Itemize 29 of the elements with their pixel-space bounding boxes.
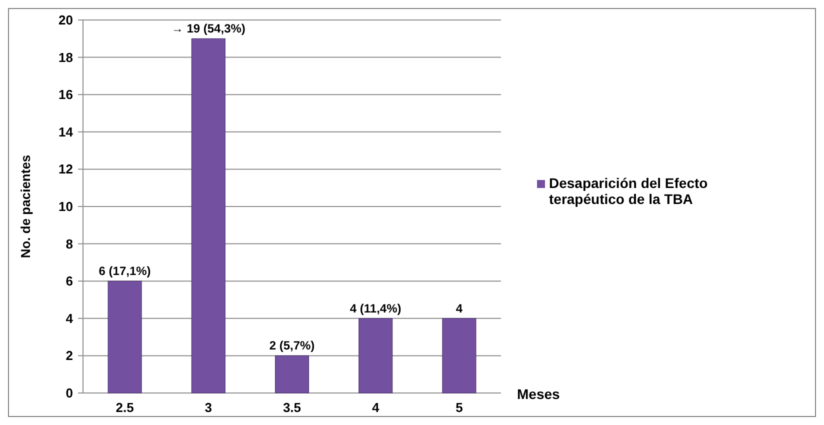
y-tick-label: 10 [58,199,73,214]
legend-label: Desaparición del Efecto terapéutico de la TBA [549,175,708,207]
y-tick-label: 0 [66,386,73,400]
bar [442,318,476,394]
data-label: 6 (17,1%) [98,264,151,278]
x-tick-label: 4 [372,400,380,415]
y-tick-label: 14 [58,124,74,140]
y-tick-label: 2 [66,348,73,364]
bar [274,355,310,394]
x-axis-title: Meses [517,386,560,402]
y-tick-label: 6 [66,274,73,289]
x-tick-label: 3.5 [282,400,302,415]
y-tick-label: 4 [66,310,74,326]
x-tick-label: 2.5 [116,400,134,415]
data-label: 2 (5,7%) [269,338,315,353]
y-axis-title: No. de pacientes [18,154,33,258]
bar [108,280,142,394]
y-tick-label: 18 [58,50,73,65]
data-label: 4 (11,4%) [350,301,402,316]
y-tick-label: 8 [66,236,73,252]
bar [358,318,393,394]
data-label: → 19 (54,3%) [171,22,246,36]
x-tick-label: 5 [456,400,463,415]
data-label: 4 [456,301,463,316]
x-tick-label: 3 [204,400,212,415]
y-tick-label: 16 [58,87,73,102]
y-tick-label: 12 [58,162,73,177]
bar [191,38,226,394]
y-tick-label: 20 [58,12,73,28]
